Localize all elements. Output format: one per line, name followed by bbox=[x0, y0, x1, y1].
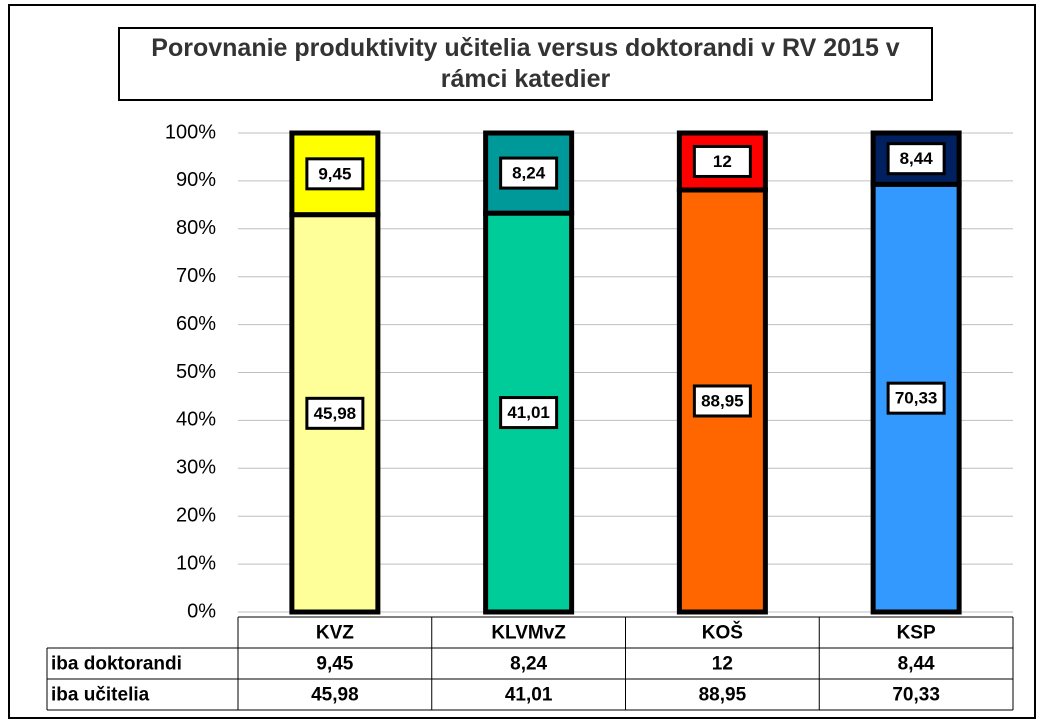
y-tick-label: 50% bbox=[176, 361, 216, 383]
x-tick-label: KSP bbox=[897, 623, 936, 644]
y-tick-label: 30% bbox=[176, 457, 216, 479]
data-label-box bbox=[305, 396, 365, 430]
data-label: 88,95 bbox=[701, 391, 744, 410]
table-cell: 41,01 bbox=[505, 685, 553, 706]
y-tick-label: 10% bbox=[176, 552, 216, 574]
table-cell: 88,95 bbox=[699, 685, 747, 706]
data-label-box bbox=[886, 142, 946, 176]
table-cell: 9,45 bbox=[316, 654, 353, 675]
y-tick-label: 70% bbox=[176, 265, 216, 287]
x-tick-label: KLVMvZ bbox=[491, 623, 566, 644]
data-label-box bbox=[886, 381, 946, 415]
data-label: 45,98 bbox=[314, 404, 357, 423]
chart-border bbox=[8, 4, 1036, 719]
y-tick-label: 80% bbox=[176, 217, 216, 239]
data-label-box bbox=[499, 156, 559, 190]
data-label: 8,24 bbox=[512, 164, 546, 183]
y-tick-label: 100% bbox=[165, 121, 216, 143]
table-cell: 45,98 bbox=[311, 685, 359, 706]
y-tick-label: 20% bbox=[176, 504, 216, 526]
y-tick-label: 90% bbox=[176, 169, 216, 191]
data-label-box bbox=[692, 144, 752, 178]
y-tick-label: 60% bbox=[176, 313, 216, 335]
chart-title: Porovnanie produktivity učitelia versus … bbox=[118, 27, 933, 101]
table-cell: 8,24 bbox=[510, 654, 547, 675]
data-label: 12 bbox=[713, 152, 732, 171]
data-label-box bbox=[499, 396, 559, 430]
data-label: 70,33 bbox=[895, 389, 938, 408]
y-tick-label: 0% bbox=[187, 600, 216, 622]
x-tick-label: KOŠ bbox=[702, 622, 743, 644]
data-label: 9,45 bbox=[318, 164, 351, 183]
data-label-box bbox=[692, 384, 752, 418]
table-cell: 70,33 bbox=[892, 685, 940, 706]
y-tick-label: 40% bbox=[176, 409, 216, 431]
legend-label: iba doktorandi bbox=[51, 654, 182, 675]
x-tick-label: KVZ bbox=[316, 623, 354, 644]
data-label: 41,01 bbox=[507, 403, 550, 422]
data-label: 8,44 bbox=[900, 149, 934, 168]
data-label-box bbox=[305, 157, 365, 191]
table-cell: 12 bbox=[712, 654, 733, 675]
legend-label: iba učitelia bbox=[51, 685, 150, 706]
table-cell: 8,44 bbox=[898, 654, 935, 675]
